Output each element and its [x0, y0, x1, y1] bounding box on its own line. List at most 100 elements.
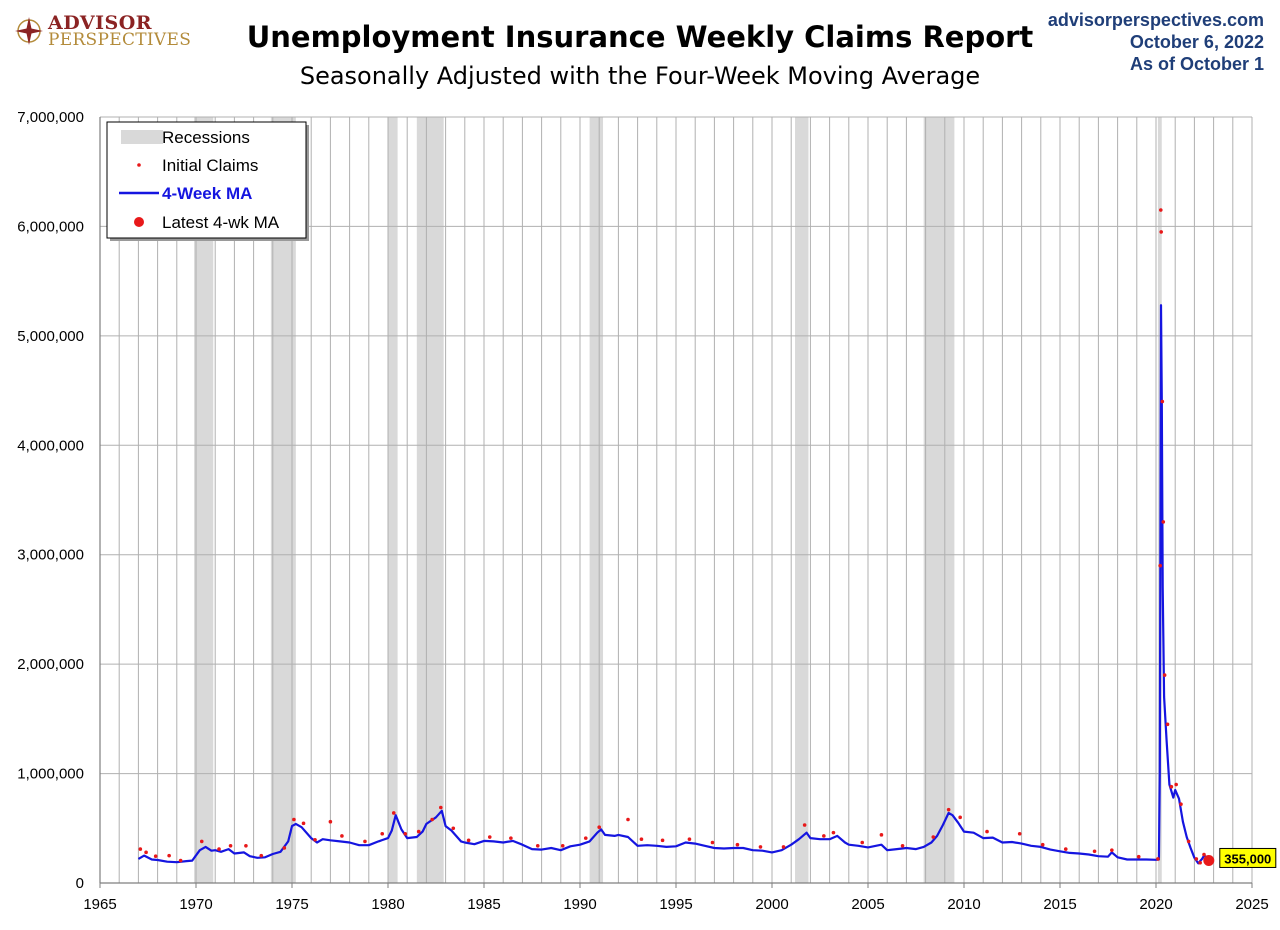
y-tick-label: 2,000,000: [17, 656, 84, 673]
initial-claims-point: [735, 842, 740, 847]
initial-claims-point: [1161, 520, 1166, 524]
chart-subtitle: Seasonally Adjusted with the Four-Week M…: [299, 62, 981, 90]
initial-claims-point: [259, 853, 264, 858]
initial-claims-point: [487, 835, 492, 839]
x-tick-label: 1975: [275, 896, 308, 913]
latest-ma-marker: 355,000: [1203, 847, 1277, 868]
initial-claims-point: [1159, 230, 1163, 234]
y-tick-label: 7,000,000: [17, 109, 84, 126]
initial-claims-point: [900, 843, 905, 848]
initial-claims-point: [1169, 784, 1174, 789]
x-tick-label: 2010: [947, 896, 980, 913]
initial-claims-point: [560, 843, 565, 848]
initial-claims-point: [879, 833, 884, 837]
initial-claims-point: [430, 817, 434, 822]
source-date: October 6, 2022: [1129, 32, 1264, 52]
legend-swatch-latest: [134, 217, 144, 227]
initial-claims-point: [199, 839, 204, 844]
legend: Recessions Initial Claims 4-Week MA Latest …: [106, 121, 309, 241]
ma-series-line: [137, 304, 1210, 865]
recession-bands: [194, 117, 1162, 883]
initial-claims-point: [509, 836, 513, 840]
initial-claims-point: [1017, 831, 1022, 836]
initial-claims-point: [328, 819, 333, 824]
recession-band: [923, 117, 955, 883]
initial-claims-point: [1063, 847, 1068, 851]
initial-claims-point: [1186, 839, 1191, 844]
initial-claims-point: [138, 847, 143, 851]
initial-claims-point: [1136, 854, 1141, 859]
recession-band: [388, 117, 398, 883]
advisor-perspectives-logo: ADVISOR PERSPECTIVES: [14, 12, 194, 52]
tick-labels: 1965 1970 1975 1980 1985 1990 1995 2000 2005 2010…: [17, 109, 1268, 913]
initial-claims-point: [340, 834, 344, 838]
initial-claims-point: [1159, 208, 1163, 212]
recession-band: [194, 117, 214, 883]
initial-claims-point: [1179, 802, 1183, 807]
x-tick-label: 1990: [563, 896, 596, 913]
y-tick-label: 0: [76, 875, 84, 892]
initial-claims-point: [639, 837, 644, 842]
initial-claims-point: [597, 825, 601, 829]
initial-claims-point: [985, 829, 989, 834]
initial-claims-point: [687, 837, 692, 842]
initial-claims-point: [1156, 857, 1160, 861]
initial-claims-point: [1202, 852, 1206, 857]
initial-claims-point: [1198, 860, 1202, 865]
initial-claims-point: [301, 821, 306, 826]
logo-line2: PERSPECTIVES: [48, 30, 192, 50]
latest-ma-point: [1203, 854, 1215, 866]
initial-claims-point: [466, 838, 471, 843]
initial-claims-point: [416, 829, 421, 834]
initial-claims-point: [439, 805, 443, 810]
y-tick-label: 3,000,000: [17, 547, 84, 564]
initial-claims-point: [822, 834, 826, 838]
x-tick-label: 1965: [83, 896, 116, 913]
initial-claims-point: [363, 839, 367, 844]
initial-claims-point: [660, 838, 665, 843]
initial-claims-point: [1158, 563, 1163, 568]
x-tick-label: 2015: [1043, 896, 1076, 913]
initial-claims-point: [802, 823, 807, 827]
ma-series: [137, 304, 1210, 865]
legend-swatch-initial: [137, 163, 141, 167]
initial-claims-point: [831, 830, 836, 835]
y-tick-label: 5,000,000: [17, 328, 84, 345]
x-tick-label: 1980: [371, 896, 404, 913]
y-tick-label: 6,000,000: [17, 218, 84, 235]
initial-claims-point: [781, 845, 786, 849]
initial-claims-point: [1092, 849, 1097, 854]
x-tick-label: 2020: [1139, 896, 1172, 913]
chart-title: Unemployment Insurance Weekly Claims Rep…: [246, 20, 1034, 54]
initial-claims-series: [138, 208, 1206, 865]
recession-band: [589, 117, 604, 883]
initial-claims-point: [403, 831, 408, 836]
x-tick-label: 1970: [179, 896, 212, 913]
initial-claims-point: [860, 840, 865, 845]
initial-claims-point: [958, 815, 962, 820]
latest-callout-label: 355,000: [1224, 851, 1271, 866]
legend-label-latest: Latest 4-wk MA: [162, 213, 280, 232]
axes: [99, 117, 1253, 888]
latest-callout-box: [1219, 847, 1277, 868]
x-tick-label: 2005: [851, 896, 884, 913]
initial-claims-point: [282, 846, 287, 850]
initial-claims-point: [535, 843, 540, 848]
initial-claims-point: [1040, 842, 1045, 847]
initial-claims-point: [1162, 673, 1167, 677]
initial-claims-point: [167, 853, 171, 858]
y-tick-label: 1,000,000: [17, 766, 84, 783]
legend-label-recessions: Recessions: [162, 128, 250, 147]
legend-swatch-recessions: [121, 130, 163, 144]
initial-claims-point: [391, 811, 396, 815]
initial-claims-point: [451, 826, 456, 831]
source-block: advisorperspectives.com October 6, 2022 …: [1048, 9, 1264, 75]
y-tick-label: 4,000,000: [17, 437, 84, 454]
initial-claims-point: [626, 817, 630, 822]
initial-claims-point: [1110, 848, 1114, 852]
source-site: advisorperspectives.com: [1047, 10, 1264, 30]
initial-claims-point: [758, 845, 763, 849]
legend-label-initial: Initial Claims: [162, 156, 258, 175]
source-asof: As of October 1: [1129, 54, 1264, 74]
